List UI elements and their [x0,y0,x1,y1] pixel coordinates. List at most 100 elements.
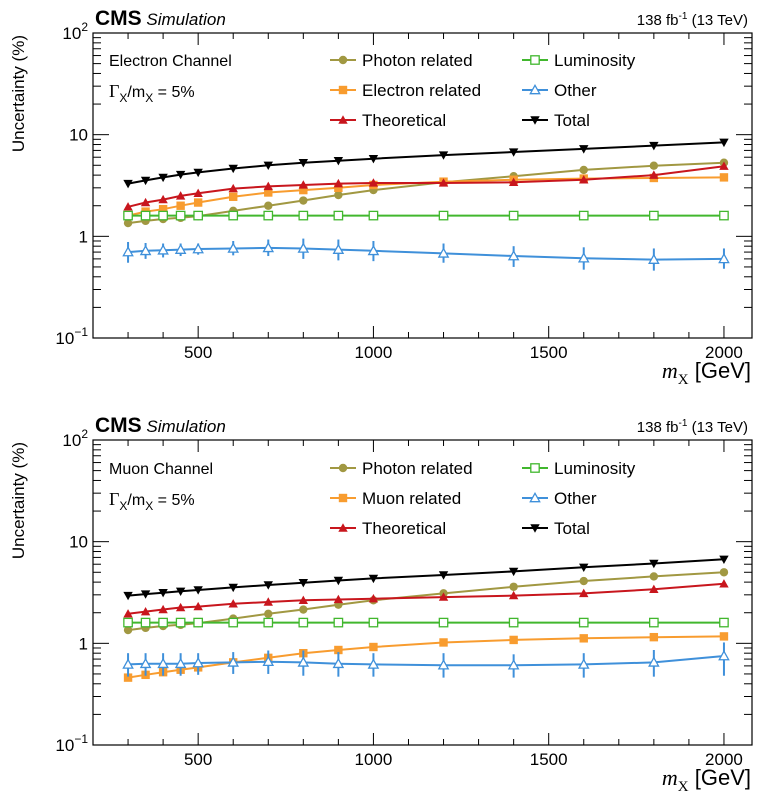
data-point [649,210,659,221]
data-point [193,198,203,207]
lumi-label: 138 fb-1 (13 TeV) [637,11,748,29]
data-point [718,252,730,264]
x-tick-label: 500 [184,343,212,362]
legend-marker [529,491,541,503]
legend-marker [338,55,348,65]
data-point [299,196,308,205]
data-point [438,210,449,221]
x-label-symbol: m [662,358,678,383]
data-point [719,617,729,628]
lumi-label: 138 fb-1 (13 TeV) [637,418,748,436]
data-point [263,581,273,590]
data-point [368,155,379,164]
data-point [508,177,519,186]
data-point [367,244,380,256]
legend-label: Muon related [362,489,461,508]
data-point [437,247,450,258]
data-point [369,642,378,652]
x-axis-label: mX [GeV] [662,765,751,795]
x-label-sub: X [678,372,689,388]
data-point [368,593,379,603]
data-point [508,590,519,600]
legend-item: Photon related [330,459,473,478]
data-point [508,617,519,628]
width-label: ΓX/mX = 5% [109,489,195,513]
data-point [507,250,520,261]
data-point [577,658,590,669]
plot-frame [92,32,753,339]
width-label: ΓX/mX = 5% [109,81,195,105]
data-point [157,657,169,669]
data-point [298,180,309,189]
data-point [228,183,238,193]
y-tick-exp: −1 [74,732,88,746]
data-point [333,210,344,221]
lumi-value: 138 fb [637,419,679,436]
experiment-label: CMS Simulation [95,7,226,30]
data-point [228,164,238,174]
data-point [299,185,308,195]
series-line [127,161,725,225]
data-point [297,242,310,253]
legend-item: Total [522,519,590,538]
x-axis-label: mX [GeV] [662,358,751,388]
data-point [298,595,309,605]
data-point [438,178,449,187]
data-point [193,168,203,178]
simulation-label: Simulation [142,417,226,436]
data-point [140,606,151,616]
data-point [140,590,151,599]
data-point [719,210,729,221]
data-point [263,597,273,606]
series-line [127,635,725,679]
legend-item: Electron related [330,81,481,100]
data-point [649,584,659,593]
legend-marker [530,524,540,533]
lumi-value: 138 fb [637,12,679,29]
cms-label: CMS [95,414,142,437]
data-point [649,161,659,170]
data-point [439,638,448,647]
y-tick-label: 10 [69,533,88,552]
data-point [719,173,729,182]
legend-label: Theoretical [362,111,446,130]
data-point [263,617,274,628]
data-point [175,191,186,200]
series-line [127,165,725,208]
data-point [298,210,309,221]
y-tick-base: 10 [62,431,81,450]
data-point [175,587,186,596]
data-point [718,650,730,661]
data-point [123,673,133,682]
data-point [333,576,344,586]
data-point [649,170,659,179]
data-point [578,210,589,221]
legend-marker [338,493,348,503]
series-theoretical [123,579,729,618]
data-point [649,141,659,151]
data-point [227,656,240,667]
data-point [123,591,133,601]
y-tick-base: 10 [69,126,88,145]
data-point [193,210,204,221]
data-point [577,252,590,263]
legend-marker [530,463,540,473]
plot-frame [92,439,753,746]
data-point [298,617,309,628]
data-point [507,659,520,670]
y-tick-label: 102 [62,427,88,450]
data-point [649,559,659,569]
data-point [262,241,275,253]
data-point [334,645,343,655]
x-tick-label: 1500 [530,343,568,362]
data-point [193,601,203,611]
y-tick-base: 10 [55,736,74,755]
legend-label: Total [554,519,590,538]
data-point [333,156,344,166]
data-point [192,243,204,254]
data-point [175,170,186,180]
data-point [229,192,238,201]
lumi-energy: (13 TeV) [687,419,748,436]
data-point [228,617,239,628]
y-tick-label: 102 [62,20,88,43]
